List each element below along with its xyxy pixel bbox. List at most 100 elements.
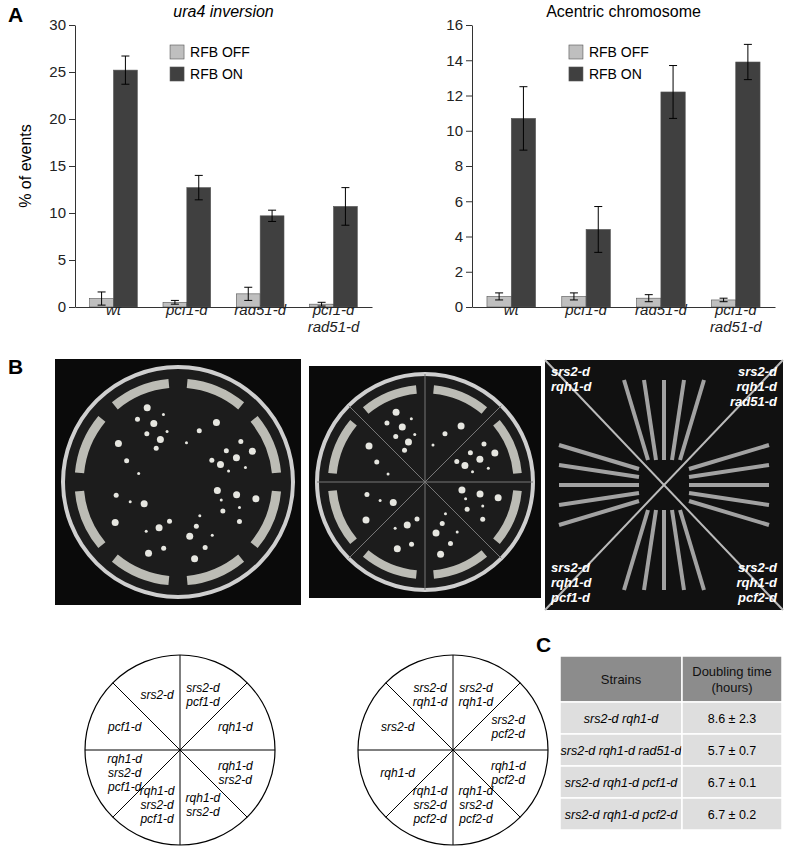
colony bbox=[144, 431, 149, 436]
sector-label: rqh1-d bbox=[380, 766, 415, 780]
colony bbox=[480, 517, 485, 522]
legend-swatch bbox=[170, 45, 184, 59]
y-tick: 10 bbox=[446, 122, 472, 139]
colony bbox=[161, 546, 166, 551]
colony bbox=[203, 545, 208, 550]
colony bbox=[244, 466, 247, 469]
tick-mark bbox=[466, 201, 472, 202]
error-cap bbox=[669, 65, 677, 66]
colony bbox=[129, 500, 132, 503]
sector-line bbox=[425, 482, 533, 483]
divider bbox=[545, 360, 783, 610]
colony bbox=[394, 545, 401, 552]
sector-label-line: rqh1-d bbox=[380, 766, 415, 780]
streak bbox=[251, 416, 281, 473]
sector-label-line: srs2-d bbox=[459, 681, 493, 695]
sector-label-line: rqh1-d bbox=[107, 752, 142, 766]
sector-label-line: srs2-d bbox=[186, 805, 220, 819]
table-cell bbox=[682, 734, 782, 766]
error-line bbox=[673, 66, 674, 119]
plate-label-line: rqh1-d bbox=[551, 575, 593, 590]
sector-line bbox=[180, 655, 181, 750]
sector-line bbox=[85, 750, 180, 751]
tick-label: 2 bbox=[455, 263, 463, 280]
sector-label-line: pcf2-d bbox=[458, 812, 493, 826]
tick-label: 12 bbox=[446, 87, 463, 104]
colony bbox=[157, 436, 164, 443]
sector-label: rqh1-dsrs2-dpcf2-d bbox=[412, 784, 447, 826]
sector-label-line: pcf2-d bbox=[412, 812, 447, 826]
colony bbox=[115, 440, 122, 447]
y-tick: 14 bbox=[446, 52, 472, 69]
sector-label: pcf1-d bbox=[107, 720, 142, 734]
bar bbox=[736, 62, 760, 307]
header-text: Doubling time(hours) bbox=[692, 664, 772, 695]
sector-line bbox=[425, 374, 426, 482]
tick-label: 10 bbox=[446, 122, 463, 139]
colony bbox=[227, 470, 230, 473]
tick-mark bbox=[466, 25, 472, 26]
tick-label: 6 bbox=[455, 193, 463, 210]
error-cap bbox=[669, 118, 677, 119]
y-tick: 12 bbox=[446, 87, 472, 104]
sector-line bbox=[453, 750, 454, 845]
streak bbox=[672, 510, 684, 590]
error-cap bbox=[744, 79, 752, 80]
bar bbox=[114, 70, 138, 307]
diagram-circle bbox=[85, 655, 275, 845]
y-tick: 30 bbox=[49, 16, 75, 33]
streak bbox=[624, 510, 648, 590]
colony bbox=[238, 439, 243, 444]
streak bbox=[559, 493, 639, 505]
y-tick: 4 bbox=[455, 228, 472, 245]
chart: 051015202530wtpcf1-drad51-dpcf1-drad51-d… bbox=[17, 3, 373, 335]
photo-background bbox=[545, 360, 783, 610]
error-cap bbox=[570, 292, 578, 293]
sector-line bbox=[453, 655, 454, 750]
colony bbox=[379, 499, 382, 502]
sector-line bbox=[425, 482, 426, 590]
plate-label-line: rqh1-d bbox=[737, 575, 779, 590]
error-cap bbox=[244, 300, 252, 301]
error-bar bbox=[720, 298, 728, 302]
streak bbox=[689, 465, 769, 477]
tick-mark bbox=[69, 307, 75, 308]
colony bbox=[440, 521, 445, 526]
legend-label: RFB ON bbox=[190, 66, 243, 82]
tick-label: 4 bbox=[455, 228, 463, 245]
legend: RFB OFFRFB ON bbox=[170, 44, 250, 82]
error-cap bbox=[121, 84, 129, 85]
plate-label-line: srs2-d bbox=[551, 560, 591, 575]
streak bbox=[363, 385, 417, 414]
tick-mark bbox=[69, 166, 75, 167]
header-text-line: Doubling time bbox=[692, 664, 772, 679]
colony bbox=[124, 458, 129, 463]
colony bbox=[214, 487, 221, 494]
sector-label-line: srs2-d bbox=[413, 681, 447, 695]
error-bar bbox=[744, 44, 752, 79]
sector-label: rqh1-dsrs2-d bbox=[186, 791, 221, 819]
sector-line bbox=[425, 482, 501, 558]
error-cap bbox=[570, 299, 578, 300]
legend-swatch bbox=[569, 45, 583, 59]
photo-background bbox=[309, 366, 541, 598]
marks bbox=[90, 56, 358, 307]
table-cell bbox=[682, 766, 782, 798]
colony bbox=[220, 508, 225, 513]
sector-line bbox=[425, 406, 501, 482]
legend: RFB OFFRFB ON bbox=[569, 44, 649, 82]
colony bbox=[448, 541, 453, 546]
colony bbox=[137, 472, 140, 475]
colony bbox=[249, 448, 256, 455]
sector-label-line: srs2-d bbox=[413, 798, 447, 812]
plate-diagram: srs2-dpcf1-drqh1-drqh1-dsrs2-drqh1-dsrs2… bbox=[85, 655, 275, 845]
plate-label-line: srs2-d bbox=[738, 364, 778, 379]
error-line bbox=[248, 287, 249, 300]
cell-text: 6.7 ± 0.2 bbox=[708, 808, 757, 822]
chart-title: ura4 inversion bbox=[173, 3, 274, 20]
colony bbox=[477, 490, 484, 497]
error-cap bbox=[495, 299, 503, 300]
sector-line bbox=[453, 750, 548, 751]
legend-label: RFB ON bbox=[589, 66, 642, 82]
error-bar bbox=[570, 293, 578, 300]
